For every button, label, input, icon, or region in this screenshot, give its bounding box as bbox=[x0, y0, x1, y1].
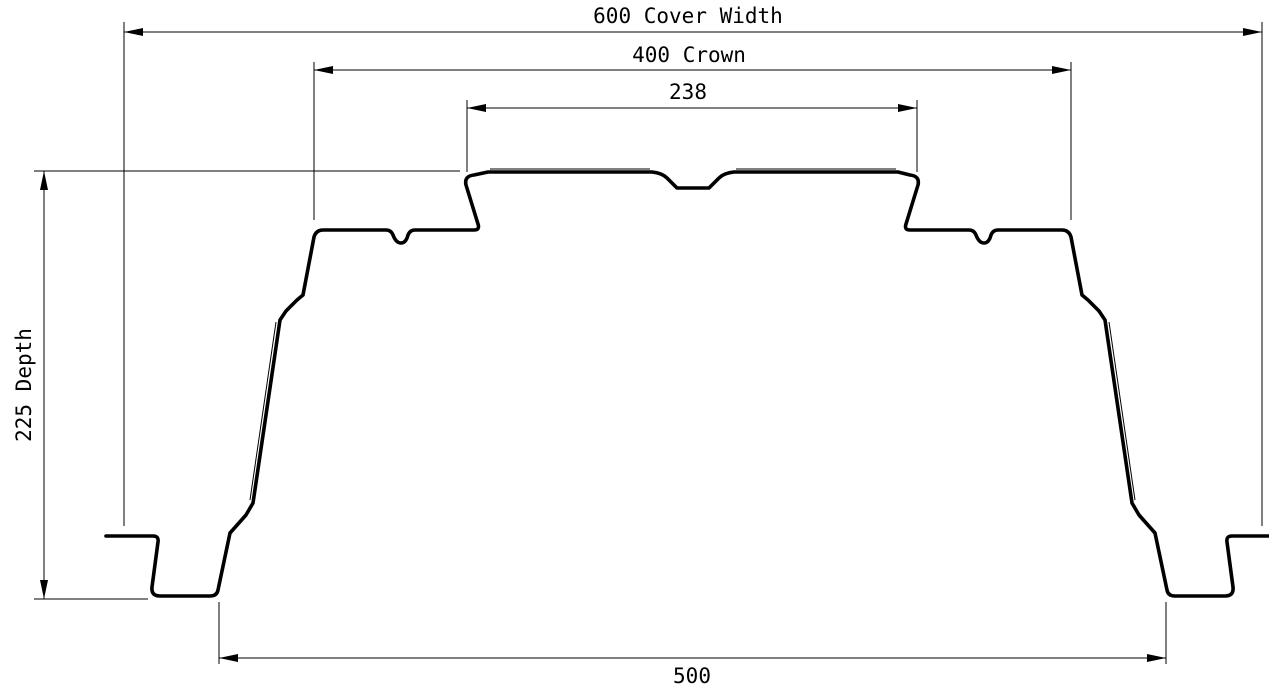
dimension-bottom: 500 bbox=[218, 602, 1167, 688]
dimension-top-flat: 238 bbox=[466, 80, 918, 172]
crown-caption: Crown bbox=[683, 43, 746, 67]
sheet-profile bbox=[104, 168, 1269, 598]
arrowhead-left bbox=[219, 654, 238, 662]
web-stiffener-right bbox=[1108, 321, 1136, 501]
cover-width-value: 600 bbox=[593, 4, 631, 28]
cover-width-caption: Cover Width bbox=[644, 4, 783, 28]
depth-label: 225 Depth bbox=[12, 328, 36, 442]
arrowhead-left bbox=[124, 28, 143, 36]
dimension-cover-width: 600 Cover Width bbox=[123, 4, 1263, 526]
arrowhead-bottom bbox=[40, 580, 48, 599]
arrowhead-right bbox=[898, 104, 917, 112]
arrowhead-top bbox=[40, 171, 48, 190]
bottom-value: 500 bbox=[673, 664, 711, 688]
dimension-depth: 225 Depth bbox=[12, 170, 460, 600]
crown-value: 400 bbox=[632, 43, 670, 67]
top-flat-value: 238 bbox=[669, 80, 707, 104]
depth-value: 225 bbox=[12, 404, 36, 442]
dimension-crown: 400 Crown bbox=[313, 43, 1072, 220]
arrowhead-right bbox=[1052, 66, 1071, 74]
profile-outline bbox=[104, 170, 1269, 598]
depth-caption: Depth bbox=[12, 328, 36, 391]
cover-width-label: 600 Cover Width bbox=[593, 4, 783, 28]
arrowhead-right bbox=[1147, 654, 1166, 662]
crown-label: 400 Crown bbox=[632, 43, 746, 67]
web-stiffener-left bbox=[249, 321, 277, 501]
arrowhead-right bbox=[1243, 28, 1262, 36]
arrowhead-left bbox=[467, 104, 486, 112]
arrowhead-left bbox=[314, 66, 333, 74]
